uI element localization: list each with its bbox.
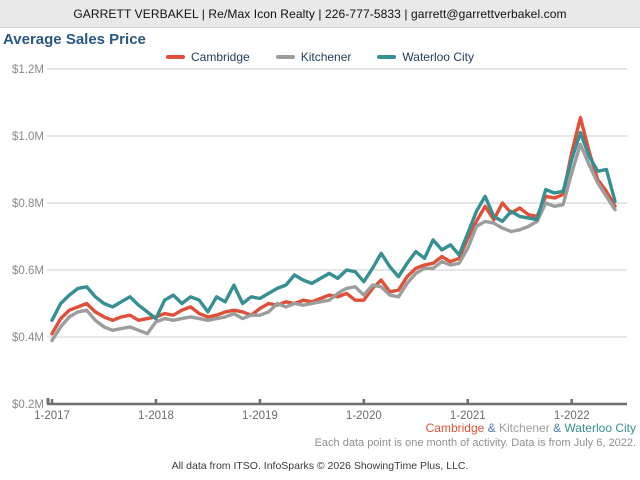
price-chart: $0.2M $0.4M $0.6M $0.8M $1.0M $1.2M 1-2017 1-20… [12, 64, 627, 422]
legend-item-kitchener[interactable]: Kitchener [275, 50, 352, 64]
kitchener-swatch-icon [275, 55, 295, 59]
y-tick-label: $0.2M [12, 399, 44, 411]
series-line-waterloo-city [50, 130, 617, 322]
series-line-kitchener [50, 142, 617, 343]
page-title: Average Sales Price [3, 31, 146, 48]
series-note-cambridge[interactable]: Cambridge [425, 421, 485, 435]
legend-item-waterloo[interactable]: Waterloo City [377, 50, 474, 64]
series-note-kitchener[interactable]: Kitchener [499, 421, 550, 435]
x-tick-label: 1-2022 [554, 410, 590, 422]
legend-item-cambridge[interactable]: Cambridge [166, 50, 250, 64]
x-tick-label: 1-2020 [346, 410, 382, 422]
agent-header-bar: GARRETT VERBAKEL | Re/Max Icon Realty | … [0, 0, 640, 28]
series-note-waterloo[interactable]: Waterloo City [564, 421, 636, 435]
copyright-note: All data from ITSO. InfoSparks © 2026 Sh… [171, 460, 469, 472]
y-tick-label: $0.6M [12, 265, 44, 277]
activity-note: Each data point is one month of activity… [314, 437, 636, 449]
waterloo-swatch-icon [377, 55, 397, 59]
y-tick-label: $1.0M [12, 131, 44, 143]
series-note-amp2: & [553, 421, 562, 435]
legend-label-waterloo: Waterloo City [402, 50, 474, 64]
y-tick-label: $1.2M [12, 64, 44, 76]
legend-label-kitchener: Kitchener [300, 50, 352, 64]
series-note-amp1: & [487, 421, 496, 435]
y-tick-label: $0.8M [12, 198, 44, 210]
cambridge-swatch-icon [166, 55, 185, 59]
x-tick-label: 1-2018 [138, 410, 174, 422]
chart-legend: Cambridge Kitchener Waterloo City [0, 49, 640, 65]
y-tick-label: $0.4M [12, 332, 44, 344]
series-note: Cambridge & Kitchener & Waterloo City [426, 421, 636, 435]
legend-label-cambridge: Cambridge [191, 50, 250, 64]
agent-contact-text: GARRETT VERBAKEL | Re/Max Icon Realty | … [73, 6, 567, 21]
x-tick-label: 1-2021 [450, 410, 486, 422]
x-tick-label: 1-2019 [242, 410, 278, 422]
x-tick-label: 1-2017 [34, 410, 70, 422]
